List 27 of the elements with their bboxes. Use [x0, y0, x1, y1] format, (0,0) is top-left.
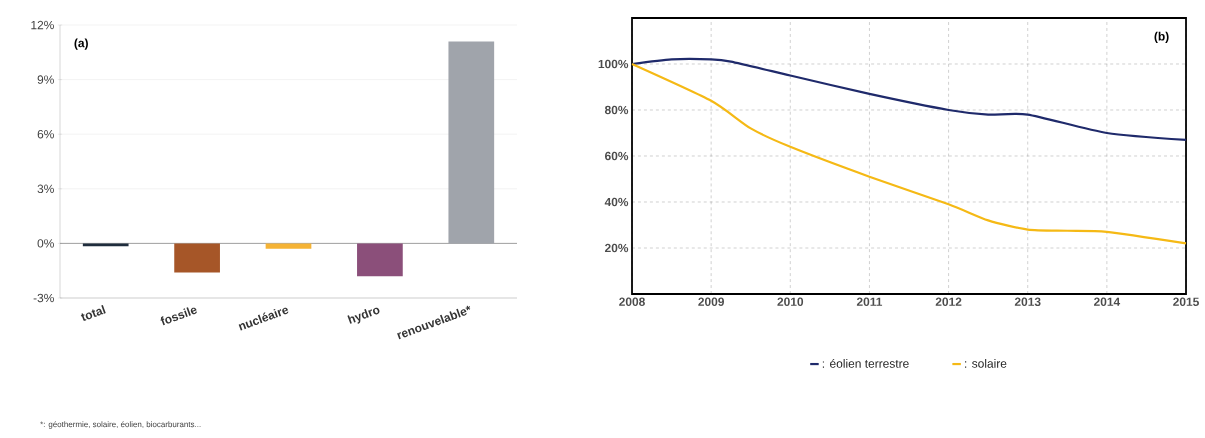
- legend-label: : éolien terrestre: [822, 358, 909, 368]
- y-tick-label: 9%: [37, 75, 54, 84]
- x-tick-label: 2012: [935, 297, 962, 306]
- y-tick-label: 100%: [598, 59, 629, 69]
- y-tick-label: 80%: [604, 105, 629, 115]
- y-tick-label: 6%: [37, 129, 54, 139]
- x-tick-label: 2011: [856, 297, 883, 306]
- x-tick-label: 2013: [1014, 297, 1041, 307]
- x-tick-label: fossile: [160, 307, 197, 326]
- annotation: (a): [74, 38, 88, 50]
- x-tick-label: 2014: [1093, 297, 1121, 306]
- x-tick-label: 2015: [1173, 297, 1199, 306]
- y-tick-label: 12%: [31, 20, 54, 30]
- annotation: (b): [1154, 31, 1169, 43]
- y-tick-label: 20%: [604, 243, 629, 253]
- y-tick-label: 3%: [37, 184, 54, 194]
- x-tick-label: total: [80, 304, 106, 321]
- legend-label: : solaire: [965, 358, 1007, 368]
- x-tick-label: 2009: [698, 297, 724, 306]
- y-tick-label: -3%: [33, 293, 54, 303]
- y-tick-label: 60%: [605, 151, 629, 161]
- y-tick-label: 0%: [37, 239, 54, 248]
- line-series: [630, 62, 1188, 245]
- y-tick-label: 40%: [604, 197, 629, 207]
- x-tick-label: 2010: [777, 297, 804, 306]
- x-tick-label: hydro: [347, 307, 380, 324]
- x-tick-label: 2008: [619, 297, 645, 306]
